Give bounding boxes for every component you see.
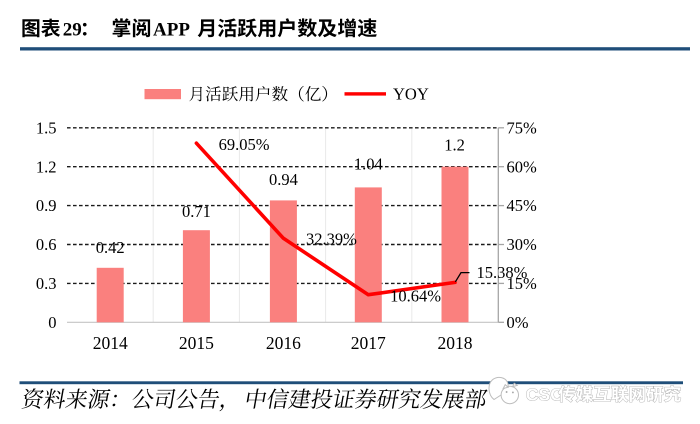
svg-text:0.94: 0.94	[269, 170, 298, 189]
svg-text:10.64%: 10.64%	[390, 287, 441, 306]
svg-text:29: 29	[63, 19, 82, 40]
svg-text:2014: 2014	[93, 333, 128, 353]
svg-text:1.2: 1.2	[36, 157, 57, 176]
svg-text:2017: 2017	[351, 333, 386, 353]
svg-text:0.71: 0.71	[182, 202, 211, 221]
svg-text:75%: 75%	[507, 118, 538, 137]
svg-text:0.42: 0.42	[96, 238, 125, 257]
svg-text:2018: 2018	[438, 333, 473, 353]
svg-text:1.04: 1.04	[354, 154, 383, 173]
svg-text:CSC: CSC	[526, 385, 563, 405]
svg-text:0.6: 0.6	[36, 235, 57, 254]
svg-text:2015: 2015	[179, 333, 214, 353]
svg-text:15%: 15%	[507, 274, 538, 293]
svg-text:0.9: 0.9	[36, 196, 57, 215]
svg-text:0%: 0%	[507, 313, 529, 332]
svg-text:1.2: 1.2	[444, 136, 465, 155]
svg-text:32.39%: 32.39%	[306, 229, 357, 248]
svg-text:YOY: YOY	[393, 85, 429, 104]
svg-text:0.3: 0.3	[36, 274, 57, 293]
svg-text:15.38%: 15.38%	[477, 263, 528, 282]
svg-text:2016: 2016	[266, 333, 301, 353]
svg-text:APP: APP	[153, 19, 190, 40]
svg-text:69.05%: 69.05%	[219, 135, 270, 154]
svg-text:0: 0	[48, 313, 56, 332]
svg-text:60%: 60%	[507, 157, 538, 176]
svg-text:45%: 45%	[507, 196, 538, 215]
svg-text:1.5: 1.5	[36, 118, 57, 137]
svg-text:30%: 30%	[507, 235, 538, 254]
